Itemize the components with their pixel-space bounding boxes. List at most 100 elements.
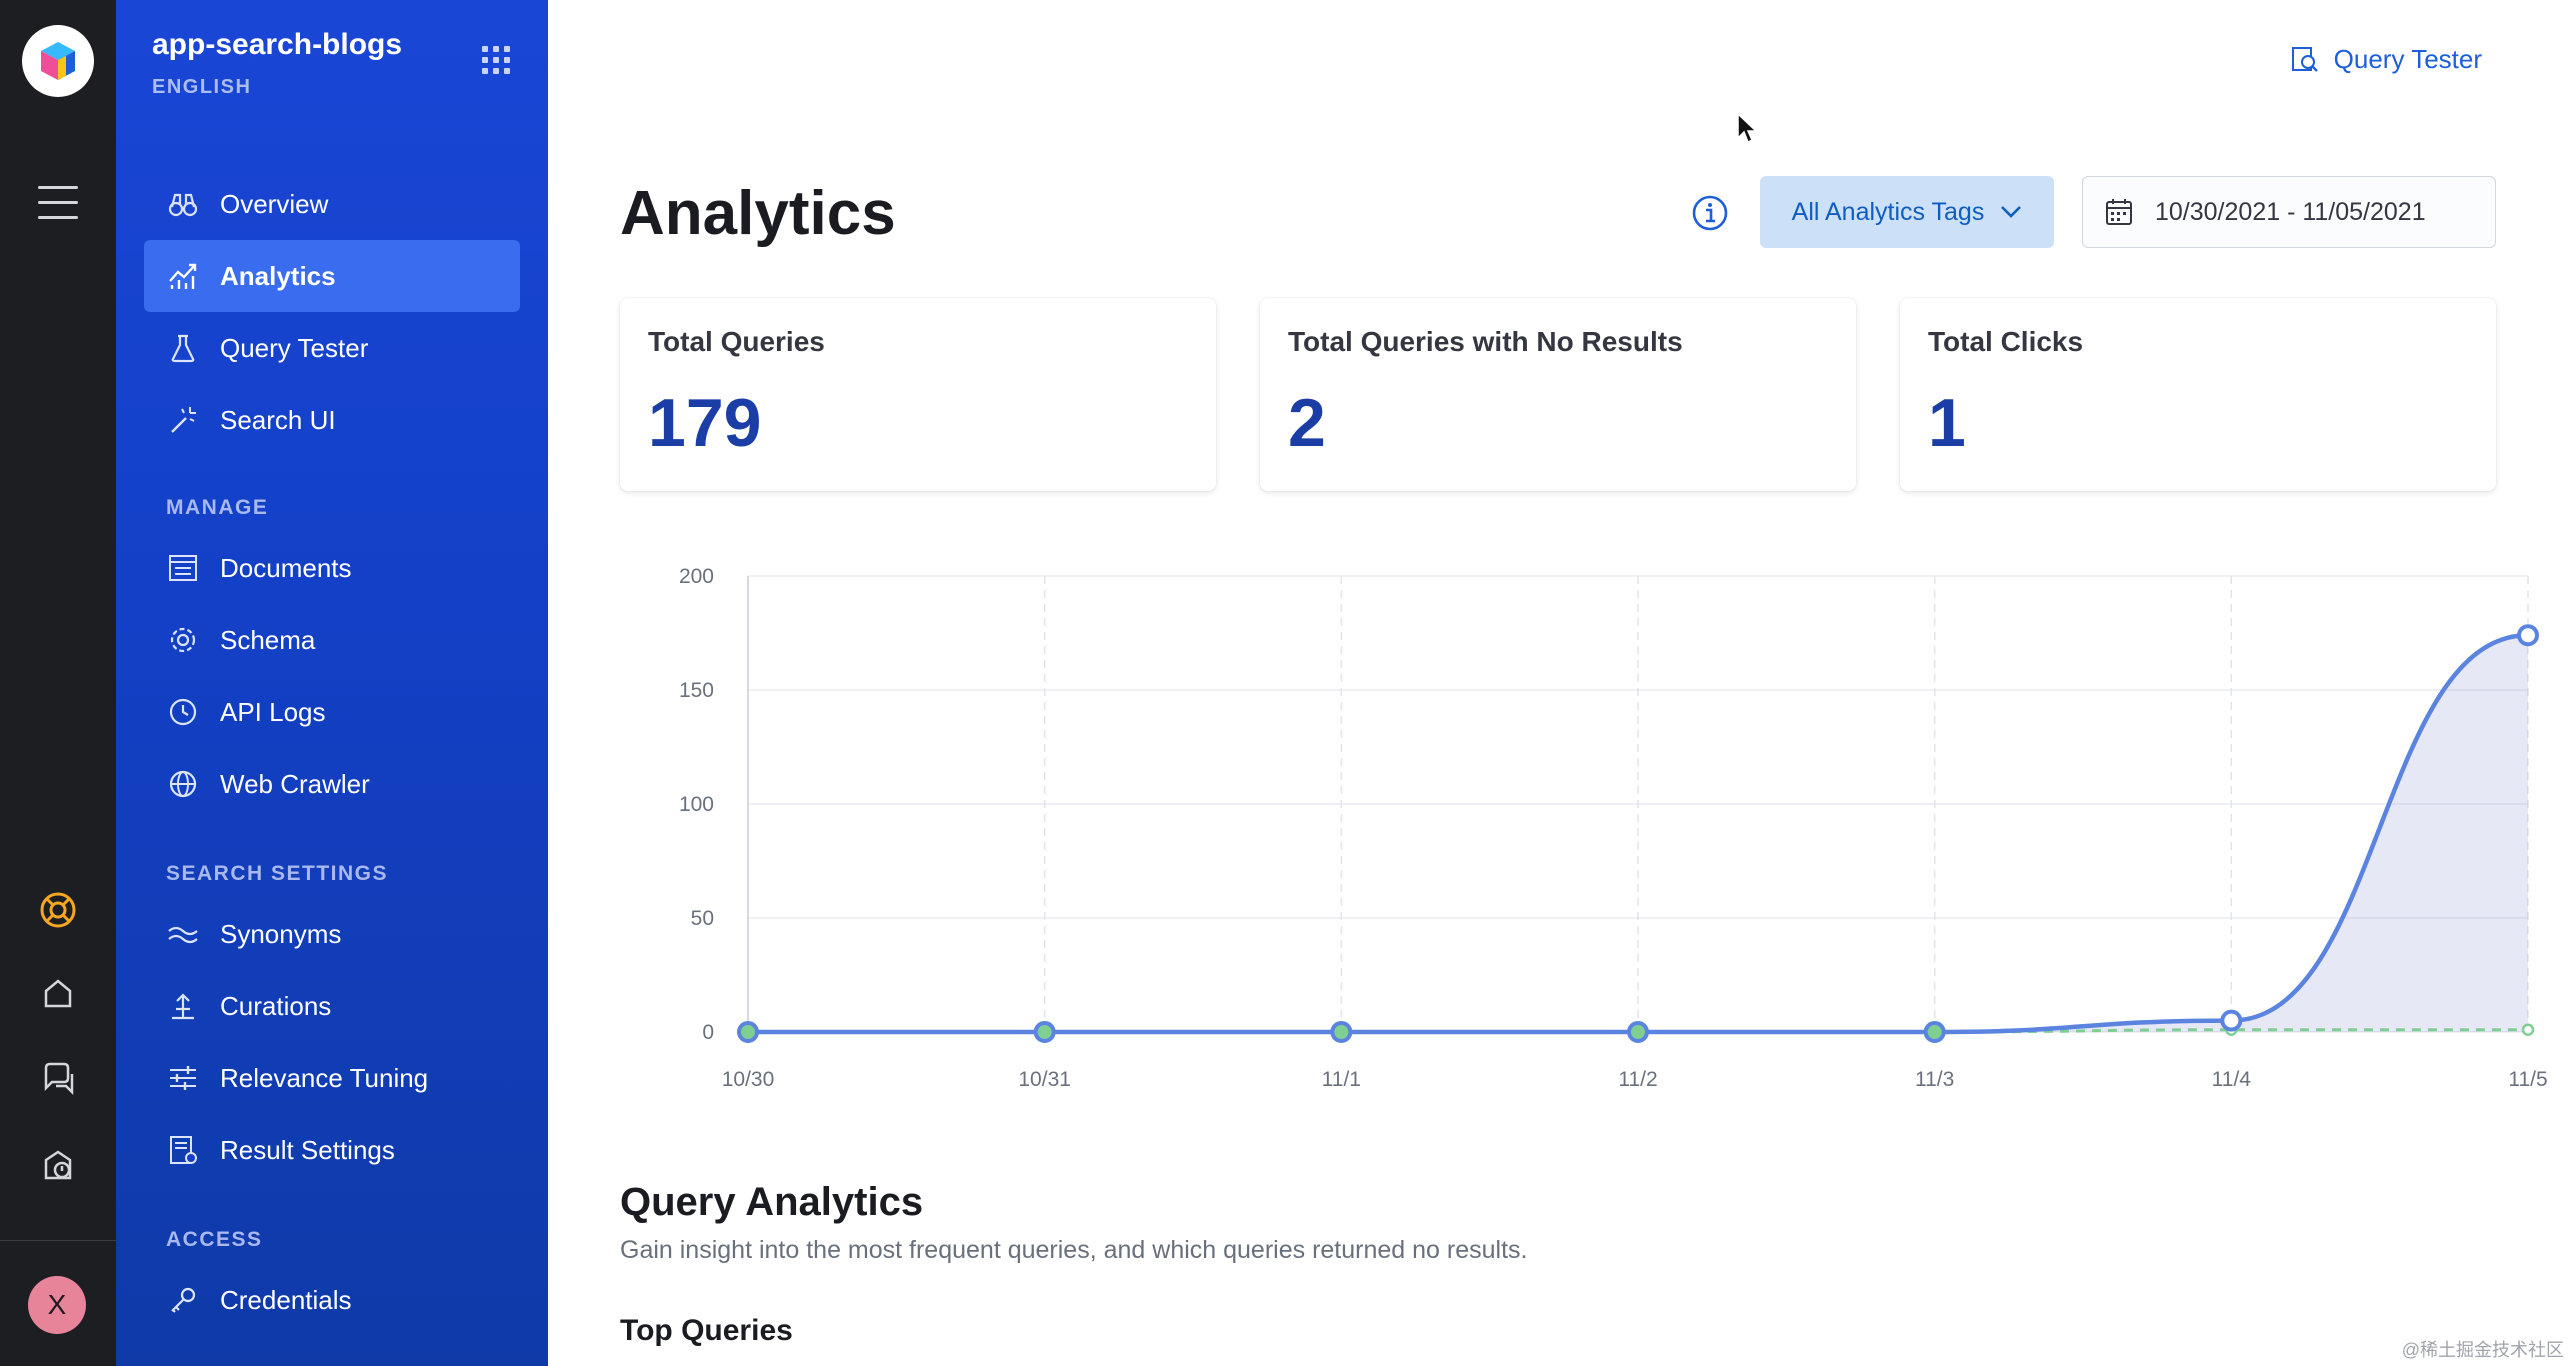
- stat-card-total-clicks: Total Clicks 1: [1900, 298, 2496, 491]
- stat-title: Total Queries: [648, 326, 825, 357]
- globe-icon: [166, 767, 200, 801]
- sidebar-item-label: Synonyms: [220, 918, 342, 949]
- x-tick-label: 11/1: [1322, 1068, 1361, 1091]
- data-point-queries: [1627, 1021, 1649, 1043]
- stat-value: 2: [1288, 385, 1326, 461]
- app-search-logo-icon: [41, 42, 75, 80]
- user-avatar[interactable]: X: [28, 1276, 86, 1334]
- sidebar-item-label: Analytics: [220, 260, 336, 291]
- query-tester-link[interactable]: Query Tester: [2290, 44, 2482, 75]
- date-range-picker[interactable]: 10/30/2021 - 11/05/2021: [2082, 176, 2496, 248]
- engine-language: ENGLISH: [152, 76, 252, 98]
- x-tick-label: 11/4: [2212, 1068, 2252, 1091]
- sidebar-item-label: Documents: [220, 552, 352, 583]
- sidebar-item-schema[interactable]: Schema: [144, 604, 520, 676]
- sidebar-item-analytics[interactable]: Analytics: [144, 240, 520, 312]
- watermark: @稀土掘金技术社区: [2401, 1340, 2564, 1360]
- help-lifebuoy-icon[interactable]: [38, 890, 78, 930]
- main-content: Query Tester Analytics All Analytics Tag…: [548, 0, 2568, 1366]
- series-line-queries: [747, 633, 2529, 1035]
- query-tester-link-label: Query Tester: [2333, 44, 2482, 74]
- sidebar-item-label: Query Tester: [220, 332, 369, 363]
- data-point-queries: [2517, 624, 2539, 647]
- query-analytics-subtitle: Gain insight into the most frequent quer…: [620, 1236, 1528, 1264]
- sidebar-item-documents[interactable]: Documents: [144, 532, 520, 604]
- sidebar-item-web-crawler[interactable]: Web Crawler: [144, 748, 520, 820]
- documents-icon: [166, 551, 200, 585]
- sidebar-item-label: Curations: [220, 990, 332, 1021]
- data-point-queries: [737, 1021, 759, 1043]
- gear-icon: [166, 623, 200, 657]
- sidebar-item-synonyms[interactable]: Synonyms: [144, 898, 520, 970]
- x-tick-label: 10/30: [722, 1068, 775, 1091]
- curations-icon: [166, 989, 200, 1023]
- y-tick-label: 200: [679, 565, 714, 588]
- sidebar-item-label: Overview: [220, 188, 329, 219]
- analytics-icon: [166, 259, 200, 293]
- sidebar-item-overview[interactable]: Overview: [144, 168, 520, 240]
- app-deploy-icon[interactable]: [38, 1146, 78, 1186]
- magic-wand-icon: [166, 403, 200, 437]
- sidebar-item-label: Schema: [220, 624, 316, 655]
- menu-toggle-icon[interactable]: [38, 186, 78, 222]
- sidebar-item-credentials[interactable]: Credentials: [144, 1264, 520, 1336]
- sidebar-item-curations[interactable]: Curations: [144, 970, 520, 1042]
- chevron-down-icon: [2001, 206, 2022, 218]
- sidebar-item-label: Web Crawler: [220, 768, 370, 799]
- synonyms-icon: [166, 917, 200, 951]
- home-icon[interactable]: [38, 973, 78, 1013]
- stat-title: Total Queries with No Results: [1288, 326, 1683, 357]
- sidebar-item-search-ui[interactable]: Search UI: [144, 384, 520, 456]
- x-tick-label: 11/5: [2508, 1068, 2547, 1091]
- stat-value: 179: [648, 385, 762, 461]
- analytics-tags-filter[interactable]: All Analytics Tags: [1760, 176, 2054, 248]
- stat-title: Total Clicks: [1928, 326, 2084, 357]
- section-title-manage: MANAGE: [166, 496, 269, 519]
- flask-icon: [166, 331, 200, 365]
- x-tick-label: 10/31: [1018, 1068, 1071, 1091]
- sidebar-item-label: Result Settings: [220, 1134, 395, 1165]
- top-queries-title: Top Queries: [620, 1314, 793, 1347]
- data-point-queries: [1033, 1021, 1056, 1043]
- binoculars-icon: [166, 187, 200, 221]
- elastic-logo[interactable]: [22, 25, 94, 97]
- y-tick-label: 150: [679, 679, 714, 702]
- query-tester-icon: [2291, 46, 2318, 72]
- section-title-access: ACCESS: [166, 1228, 263, 1251]
- sidebar-item-query-tester[interactable]: Query Tester: [144, 312, 520, 384]
- query-analytics-title: Query Analytics: [620, 1180, 924, 1224]
- sidebar-item-label: Search UI: [220, 404, 336, 435]
- clock-icon: [166, 695, 200, 729]
- chat-icon[interactable]: [38, 1058, 78, 1098]
- app-rail: X: [0, 0, 116, 1366]
- data-point-queries: [1923, 1021, 1946, 1043]
- section-title-search-settings: SEARCH SETTINGS: [166, 862, 389, 885]
- sliders-icon: [166, 1061, 200, 1095]
- calendar-icon: [2106, 199, 2132, 225]
- analytics-chart: 0 50 100 150 200 10/30 10/31 11/1 11/2 11/3 11/4 11…: [679, 565, 2548, 1091]
- data-point-queries: [1330, 1021, 1353, 1043]
- info-icon[interactable]: [1690, 193, 1730, 233]
- stat-card-total-queries: Total Queries 179: [620, 298, 1216, 491]
- data-point-no-results: [2521, 1023, 2535, 1036]
- y-tick-label: 100: [679, 793, 714, 816]
- result-settings-icon: [166, 1133, 200, 1167]
- series-area: [748, 635, 2528, 1032]
- stat-card-no-results: Total Queries with No Results 2: [1260, 298, 1856, 491]
- y-tick-label: 50: [691, 907, 714, 930]
- sidebar-item-result-settings[interactable]: Result Settings: [144, 1114, 520, 1186]
- sidebar-item-label: API Logs: [220, 696, 326, 727]
- date-range-value: 10/30/2021 - 11/05/2021: [2155, 197, 2426, 226]
- y-tick-label: 0: [702, 1021, 714, 1044]
- key-icon: [166, 1283, 200, 1317]
- x-tick-label: 11/3: [1915, 1068, 1954, 1091]
- stat-value: 1: [1928, 385, 1966, 461]
- engine-sidebar: app-search-blogs ENGLISH Overview Analyt…: [116, 0, 548, 1366]
- x-tick-label: 11/2: [1618, 1068, 1657, 1091]
- sidebar-item-api-logs[interactable]: API Logs: [144, 676, 520, 748]
- mouse-cursor-icon: [1737, 112, 1758, 144]
- analytics-tags-filter-label: All Analytics Tags: [1791, 197, 1985, 226]
- apps-grid-icon[interactable]: [482, 46, 510, 74]
- sidebar-item-relevance-tuning[interactable]: Relevance Tuning: [144, 1042, 520, 1114]
- engine-name: app-search-blogs: [152, 28, 403, 61]
